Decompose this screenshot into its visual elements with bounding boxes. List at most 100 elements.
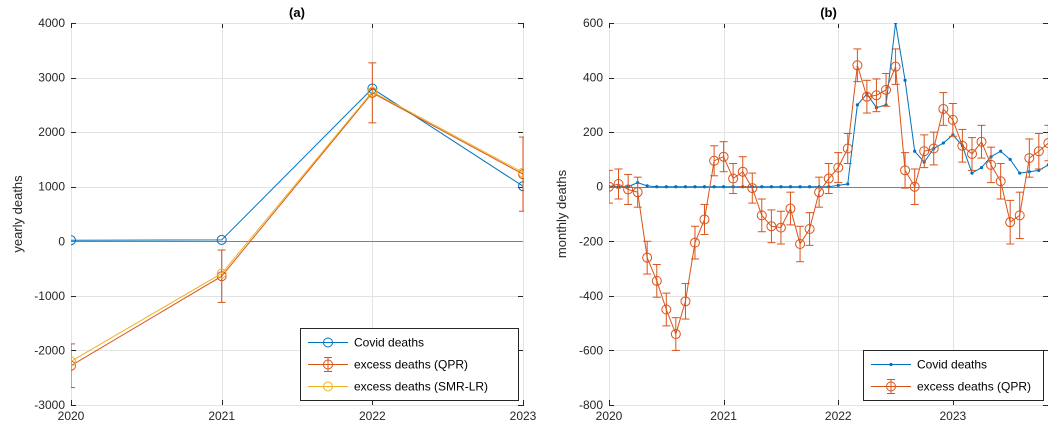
data-point <box>881 84 892 95</box>
x-tick-label: 2020 <box>596 409 623 423</box>
data-point <box>775 222 786 233</box>
data-point <box>737 166 748 177</box>
data-point <box>795 239 806 250</box>
panel-a-tick-labels: 2020 2021 2022 2023 -3000 -2000 -1000 0 1000 2000… <box>34 16 536 423</box>
data-point <box>518 167 524 178</box>
data-point <box>702 185 707 189</box>
x-tick-label: 2022 <box>825 409 852 423</box>
data-point <box>1014 210 1025 221</box>
y-tick-label: 3000 <box>38 71 65 85</box>
data-point <box>995 176 1006 187</box>
data-point <box>903 78 907 82</box>
data-point <box>216 268 227 279</box>
data-point <box>779 185 783 189</box>
y-tick-label: -3000 <box>34 398 65 412</box>
legend-symbol <box>308 337 348 348</box>
data-point <box>947 114 958 125</box>
data-point <box>919 146 930 157</box>
data-point <box>71 356 76 367</box>
data-point <box>807 185 812 189</box>
legend-item-covid-deaths: Covid deaths <box>871 358 987 372</box>
series-excess-deaths-qpr <box>609 48 1048 351</box>
legend-symbol <box>308 381 348 392</box>
data-point <box>661 304 672 315</box>
data-point <box>967 148 978 159</box>
data-point <box>871 90 882 101</box>
data-point <box>664 185 668 189</box>
data-point <box>846 182 850 186</box>
legend-label: excess deaths (QPR) <box>917 380 1031 394</box>
data-point <box>1005 217 1016 228</box>
data-point <box>71 235 76 246</box>
data-point <box>722 185 726 189</box>
series-excess-deaths-smr-lr <box>71 86 524 367</box>
panel-b-frame <box>609 23 1048 406</box>
legend-item-covid-deaths: Covid deaths <box>308 336 424 350</box>
data-point <box>674 185 678 189</box>
legend-marker <box>323 381 333 392</box>
data-point <box>766 221 777 232</box>
x-tick-label: 2023 <box>940 409 967 423</box>
data-point <box>1024 153 1035 164</box>
legend-item-excess-deaths-qpr: excess deaths (QPR) <box>871 379 1031 394</box>
y-tick-label: -800 <box>579 398 603 412</box>
data-point <box>756 210 767 221</box>
data-point <box>928 143 939 154</box>
data-point <box>852 60 863 71</box>
y-tick-label: 400 <box>583 71 603 85</box>
x-tick-label: 2021 <box>208 409 235 423</box>
data-point <box>893 23 898 25</box>
legend-item-excess-deaths-qpr: excess deaths (QPR) <box>308 357 468 372</box>
series-line <box>71 92 524 367</box>
legend-symbol <box>871 362 911 367</box>
panel-a: 2020 2021 2022 2023 -3000 -2000 -1000 0 1000 2000… <box>10 5 537 423</box>
legend-label: excess deaths (SMR-LR) <box>354 380 488 394</box>
legend-label: excess deaths (QPR) <box>354 358 468 372</box>
data-point <box>642 252 653 263</box>
panel-b-grid <box>609 23 1048 406</box>
data-point <box>699 214 710 225</box>
legend-marker <box>323 337 333 348</box>
panel-b-tick-labels: 2020 2021 2022 2023 -800 -600 -400 -200 0 200 400 6… <box>579 16 967 423</box>
data-point <box>957 140 968 151</box>
data-point <box>788 185 793 189</box>
x-tick-label: 2020 <box>58 409 85 423</box>
data-point <box>798 185 802 189</box>
data-point <box>683 185 688 189</box>
data-point <box>785 203 796 214</box>
data-point <box>693 185 697 189</box>
data-point <box>941 141 945 145</box>
data-point <box>670 329 681 340</box>
data-point <box>769 185 774 189</box>
panel-b-legend-box <box>863 350 1044 401</box>
panel-a-data <box>71 62 524 389</box>
legend-symbol <box>871 379 911 394</box>
data-point <box>804 224 815 235</box>
y-tick-label: 4000 <box>38 16 65 30</box>
panel-b-legend: Covid deaths excess deaths (QPR) <box>863 350 1044 401</box>
data-point <box>833 162 844 173</box>
data-point <box>890 61 901 72</box>
data-point <box>823 173 834 184</box>
data-point <box>976 136 987 147</box>
data-point <box>645 184 649 188</box>
data-point <box>861 91 872 102</box>
data-point <box>623 184 634 195</box>
legend-marker <box>889 362 893 367</box>
x-tick-label: 2022 <box>359 409 386 423</box>
data-point <box>986 159 997 170</box>
data-point <box>689 237 700 248</box>
plot-area <box>71 62 524 389</box>
data-point <box>836 183 840 187</box>
panel-b-data <box>609 23 1048 351</box>
data-point <box>216 234 227 245</box>
data-point <box>728 173 739 184</box>
data-point <box>709 155 720 166</box>
y-tick-label: -200 <box>579 234 603 248</box>
y-tick-label: 600 <box>583 16 603 30</box>
plot-area <box>609 23 1048 351</box>
y-tick-label: 2000 <box>38 125 65 139</box>
x-tick-label: 2021 <box>710 409 737 423</box>
y-tick-label: 0 <box>58 234 65 248</box>
data-point <box>913 149 917 153</box>
